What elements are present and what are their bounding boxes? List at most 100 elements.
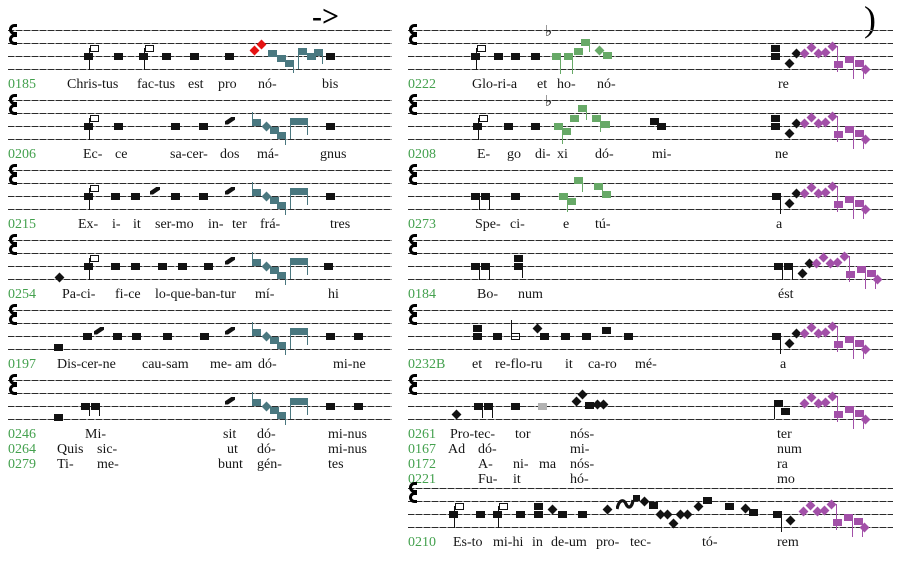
note-stem	[289, 331, 291, 349]
note-stem	[852, 409, 854, 429]
lyric-syllable: Spe-	[475, 217, 501, 232]
staff-line	[408, 419, 893, 420]
note-square	[531, 122, 540, 130]
note-stem	[561, 126, 563, 144]
note-square	[558, 510, 567, 518]
lyric-syllable: hi	[328, 287, 339, 302]
staff-line	[408, 100, 893, 101]
lyric-syllable: Mi-	[85, 427, 106, 442]
note-square	[199, 192, 208, 200]
staff-line	[8, 139, 392, 140]
chant-id-label: 0185	[8, 77, 36, 92]
note-hollow-square	[499, 502, 508, 510]
lyric-syllable: tres	[330, 217, 351, 232]
note-square	[845, 55, 854, 63]
note-square	[307, 52, 316, 60]
lyric-syllable: ter	[777, 427, 792, 442]
staff-line	[8, 310, 392, 311]
staff-line	[8, 43, 392, 44]
note-stem	[571, 56, 573, 74]
clef-hook	[409, 24, 417, 35]
lyric-syllable: fi-ce	[115, 287, 141, 302]
note-diamond	[784, 58, 795, 68]
clef-hook	[9, 374, 17, 385]
staff-line	[8, 183, 392, 184]
note-stem	[836, 186, 838, 212]
note-stem	[306, 121, 308, 135]
staff-line	[408, 113, 893, 114]
clef-hook	[409, 234, 417, 245]
note-square	[326, 52, 335, 60]
lyric-syllable: Ad	[448, 442, 466, 457]
lyric-syllable: Bo-	[477, 287, 498, 302]
note-diamond	[451, 409, 462, 419]
lyric-syllable: num	[777, 442, 802, 457]
note-square	[516, 510, 525, 518]
note-square	[474, 402, 483, 410]
note-square	[771, 122, 780, 130]
note-square	[171, 192, 180, 200]
note-hollow-square	[145, 44, 154, 52]
lyric-syllable: re-flo-ru	[495, 357, 543, 372]
note-stem	[779, 196, 781, 214]
note-square	[473, 122, 482, 130]
lyric-syllable: gnus	[320, 147, 347, 162]
note-square	[855, 339, 864, 347]
note-stem	[836, 326, 838, 352]
note-square	[481, 192, 490, 200]
note-square	[290, 327, 299, 335]
note-square	[867, 269, 876, 277]
note-square	[83, 332, 92, 340]
note-square	[773, 510, 782, 518]
note-square	[314, 48, 323, 56]
note-square	[299, 397, 308, 405]
note-stem	[284, 135, 286, 145]
lyric-syllable: A-	[478, 457, 493, 472]
staff-line	[408, 527, 893, 528]
note-square	[54, 343, 63, 351]
lyric-syllable: Fu-	[478, 472, 498, 487]
c-clef-icon	[8, 234, 20, 258]
chant-id-label: 0167	[408, 442, 436, 457]
note-square	[559, 192, 568, 200]
note-square	[554, 122, 563, 130]
lyric-syllable: Chris-tus	[67, 77, 119, 92]
note-stem	[864, 269, 866, 289]
note-square	[602, 326, 611, 334]
c-clef-icon	[408, 24, 420, 48]
note-square	[354, 402, 363, 410]
staff-line	[8, 209, 392, 210]
note-stem	[848, 256, 850, 282]
lyric-syllable: ut	[227, 442, 238, 457]
note-diamond	[547, 504, 558, 514]
note-stem	[581, 180, 583, 192]
lyric-syllable: sic-	[97, 442, 118, 457]
staff-line	[8, 30, 392, 31]
c-clef-icon	[408, 94, 420, 118]
c-clef-icon	[408, 234, 420, 258]
note-stem	[836, 396, 838, 422]
lyric-syllable: num	[518, 287, 543, 302]
note-square	[578, 510, 587, 518]
note-stem	[559, 56, 561, 74]
clef-hook	[9, 34, 17, 45]
note-square	[540, 332, 549, 340]
note-diamond	[602, 504, 613, 514]
lyric-syllable: pro	[218, 77, 237, 92]
note-square	[855, 59, 864, 67]
staff-line	[408, 69, 893, 70]
note-square	[114, 52, 123, 60]
lyric-syllable: ho-	[557, 77, 576, 92]
note-hollow-square	[90, 114, 99, 122]
note-stem	[476, 48, 478, 70]
lyric-syllable: cau-sam	[142, 357, 189, 372]
note-square	[290, 257, 299, 265]
note-square	[511, 192, 520, 200]
note-square	[270, 266, 279, 274]
note-square	[772, 332, 781, 340]
staff-line	[408, 336, 893, 337]
note-square	[771, 44, 780, 52]
lyric-syllable: dó-	[595, 147, 614, 162]
note-square	[277, 271, 286, 279]
clef-hook	[9, 104, 17, 115]
